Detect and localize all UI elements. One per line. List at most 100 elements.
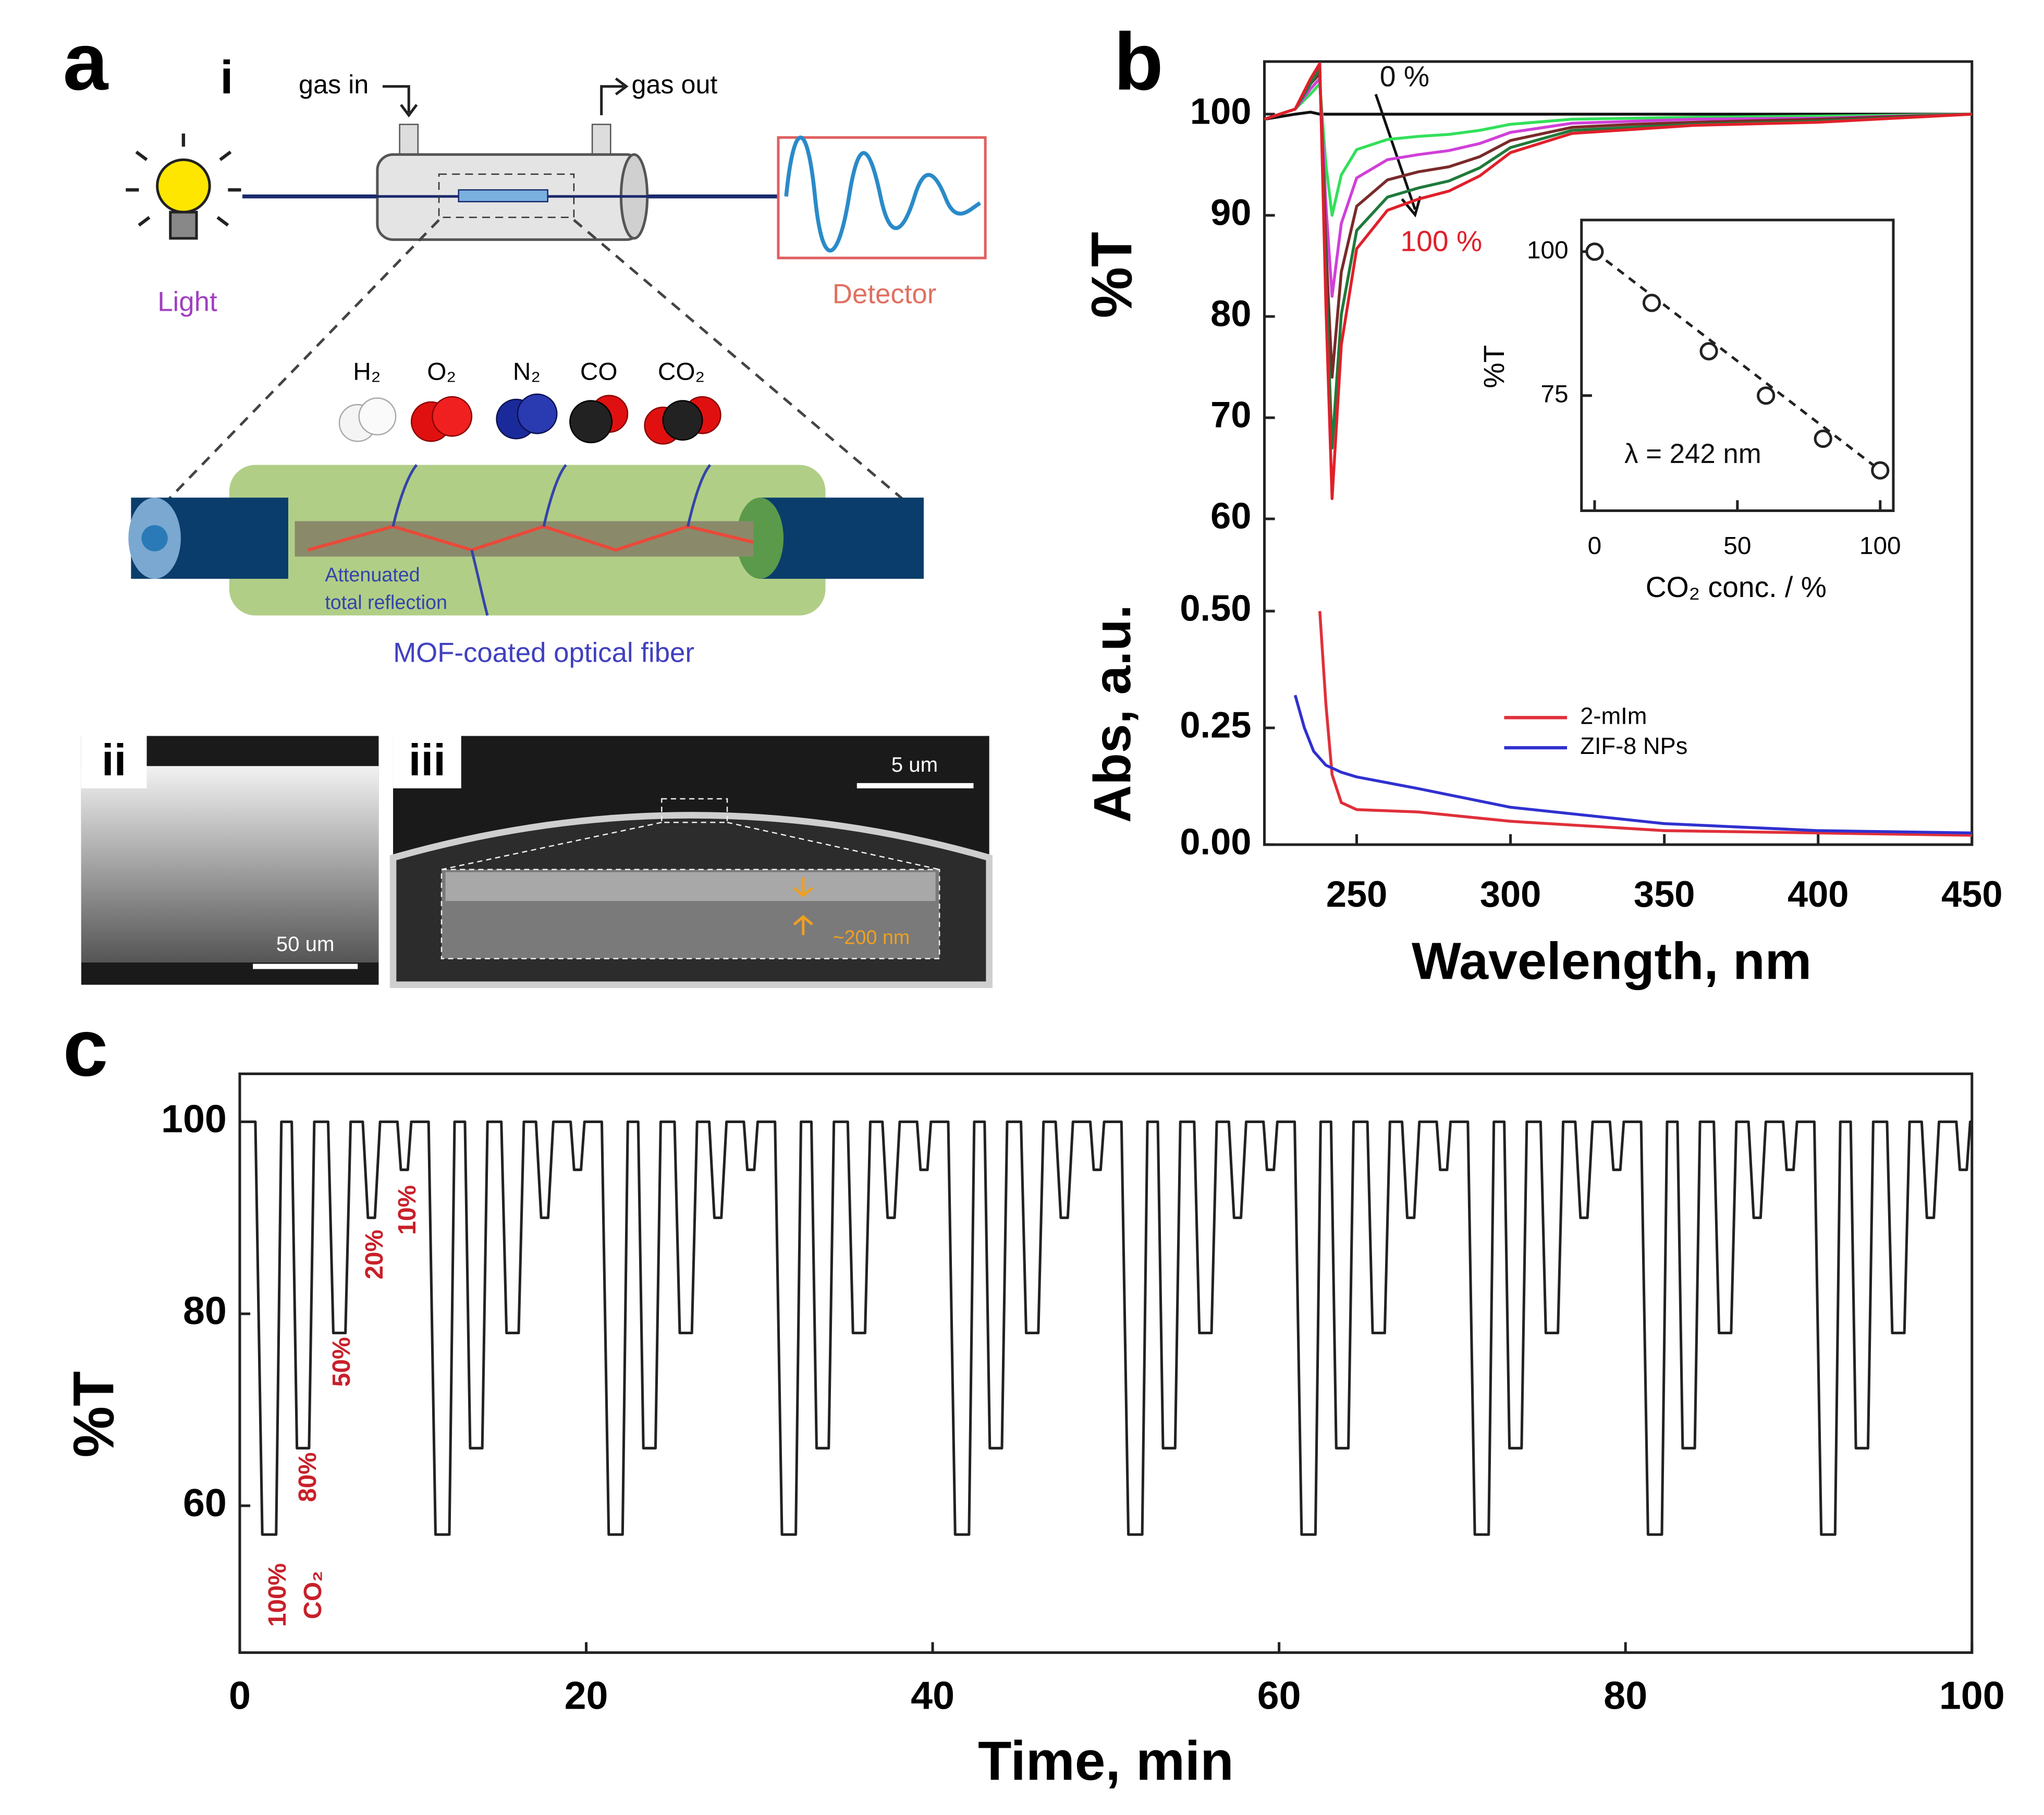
y-axis-label: Abs, a.u. <box>1083 604 1142 823</box>
y-tick-label: 80 <box>1210 293 1251 334</box>
data-line <box>1264 111 1972 121</box>
y-tick-label: 60 <box>183 1481 227 1525</box>
bulb-base <box>169 211 198 240</box>
x-tick-label: 300 <box>1480 873 1541 915</box>
data-line <box>1293 695 1972 835</box>
y-tick-label: 100 <box>1190 91 1251 132</box>
outlet <box>591 124 611 158</box>
legend-label: ZIF-8 NPs <box>1580 733 1687 759</box>
scale-label: 5 um <box>891 753 938 776</box>
label-box <box>81 736 147 788</box>
plot-frame <box>1263 60 1974 846</box>
x-tick-label: 450 <box>1941 873 2002 915</box>
point <box>1814 429 1832 448</box>
annotation: 20% <box>361 1229 388 1279</box>
annotation: CO₂ <box>299 1571 327 1619</box>
molecule-label: O₂ <box>427 358 456 385</box>
fiber-small <box>458 189 548 203</box>
detector-label: Detector <box>833 279 936 310</box>
y-tick-label: 70 <box>1210 394 1251 435</box>
data-line <box>1264 77 1972 298</box>
panel-label: a <box>63 17 109 107</box>
molecule-label: CO <box>580 358 618 385</box>
annotation: 100 % <box>1400 225 1482 258</box>
data-line <box>1318 611 1972 837</box>
panel-a: a i Light gas in gas out Detector H₂ O₂ … <box>63 17 993 988</box>
light-label: Light <box>157 287 217 318</box>
x-tick-label: 60 <box>1257 1673 1301 1717</box>
y-tick-label: 90 <box>1210 192 1251 233</box>
legend-label: 2-mIm <box>1580 702 1647 729</box>
atom <box>662 400 703 441</box>
signal-wave <box>784 136 982 253</box>
y-tick-label: 0.25 <box>1180 704 1251 746</box>
zoom-box <box>661 798 728 823</box>
sub-label: ii <box>102 736 126 785</box>
fiber-core <box>295 521 754 557</box>
panel-label: b <box>1113 17 1163 107</box>
molecule-label: H₂ <box>353 358 381 385</box>
evanescent-wave <box>391 464 712 616</box>
point <box>1642 294 1661 312</box>
panel-label: c <box>63 1003 108 1093</box>
caption: MOF-coated optical fiber <box>393 638 694 668</box>
label-box <box>393 736 461 788</box>
data-line <box>1264 62 1972 501</box>
x-tick-label: 250 <box>1326 873 1387 915</box>
point <box>1585 242 1604 261</box>
data-line <box>1264 67 1972 450</box>
thickness-label: ~200 nm <box>833 927 910 948</box>
annotation: 10% <box>394 1185 421 1235</box>
gas-out-arrow <box>600 77 629 116</box>
bulb-rays <box>126 133 241 227</box>
annotation: 0 % <box>1380 60 1429 92</box>
point <box>1757 386 1776 405</box>
mof-layer <box>445 872 936 901</box>
annotation: 80% <box>294 1452 322 1502</box>
zoom-line <box>441 822 940 870</box>
y-axis-label: %T <box>1478 345 1510 388</box>
molecule-label: N₂ <box>513 358 541 385</box>
x-tick-label: 50 <box>1723 532 1751 559</box>
sub-label: iii <box>409 736 446 785</box>
fiber-core <box>141 525 168 552</box>
atom <box>432 396 473 437</box>
x-tick-label: 80 <box>1604 1673 1647 1717</box>
gas-out-label: gas out <box>631 70 717 99</box>
annotation: Attenuated <box>325 564 420 586</box>
scale-label: 50 um <box>276 932 335 956</box>
trend-line <box>1594 250 1881 472</box>
sem-image <box>81 766 379 963</box>
zoom-line <box>166 219 440 502</box>
sub-label: i <box>220 52 233 104</box>
data-line <box>1264 82 1972 217</box>
plot-frame <box>238 1072 1974 1654</box>
thickness-arrows <box>793 877 813 935</box>
gas-in-label: gas in <box>299 70 369 99</box>
inlet <box>399 124 419 158</box>
y-tick-label: 80 <box>183 1289 227 1333</box>
x-tick-label: 20 <box>565 1673 608 1717</box>
atom <box>569 400 613 444</box>
annotation: 100% <box>264 1563 291 1627</box>
annotation: λ = 242 nm <box>1624 438 1761 469</box>
x-tick-label: 100 <box>1939 1673 2005 1717</box>
y-tick-label: 100 <box>161 1097 227 1140</box>
y-tick-label: 60 <box>1210 495 1251 537</box>
data-line <box>239 1120 1974 1536</box>
y-axis-label: %T <box>62 1371 126 1458</box>
fiber-face <box>736 497 784 579</box>
gas-in-arrow <box>382 85 418 118</box>
y-tick-label: 100 <box>1527 236 1569 264</box>
fiber-end <box>760 497 924 579</box>
x-axis-label: CO₂ conc. / % <box>1646 571 1827 603</box>
y-tick-label: 75 <box>1541 380 1569 408</box>
annotation: total reflection <box>325 591 447 613</box>
molecule-label: CO₂ <box>658 358 705 385</box>
point <box>1699 342 1718 361</box>
x-tick-label: 350 <box>1634 873 1695 915</box>
x-axis-label: Time, min <box>978 1730 1234 1792</box>
bulb <box>156 158 211 214</box>
data-line <box>1264 72 1972 379</box>
